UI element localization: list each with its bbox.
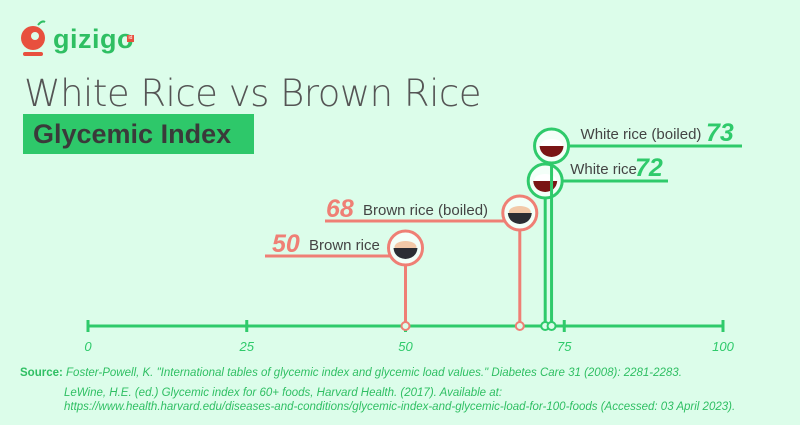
point-label: White rice (boiled) [581,126,702,143]
point-label: Brown rice (boiled) [363,202,488,219]
x-tick-label: 75 [557,339,572,354]
bowl-icon [539,146,564,157]
source-line-3[interactable]: https://www.health.harvard.edu/diseases-… [64,401,736,413]
bowl-icon [507,213,532,224]
value-label: 73 [706,119,734,147]
point-label: White rice [570,161,637,178]
source-line-1: Source: Foster-Powell, K. "International… [20,367,682,379]
value-label: 72 [635,154,663,182]
x-tick-label: 100 [712,339,734,354]
page-title: White Rice vs Brown Rice [24,72,481,115]
page-subtitle: Glycemic Index [23,114,254,154]
source-label: Source: [20,367,63,379]
axis-marker [514,321,525,331]
axis-marker [546,321,557,331]
x-tick-label: 25 [239,339,255,354]
bowl-icon [393,248,418,259]
value-label: 68 [326,195,354,223]
logo-icon [21,20,46,56]
brand-name: gizigo [53,24,134,54]
point-label: Brown rice [309,237,380,254]
x-tick-label: 0 [84,339,92,354]
axis-marker [400,321,411,331]
x-tick-label: 50 [398,339,413,354]
source-line-2: LeWine, H.E. (ed.) Glycemic index for 60… [64,387,503,399]
brand-badge: id [127,35,134,42]
source-text-1: Foster-Powell, K. "International tables … [66,367,682,379]
value-label: 50 [272,230,300,258]
